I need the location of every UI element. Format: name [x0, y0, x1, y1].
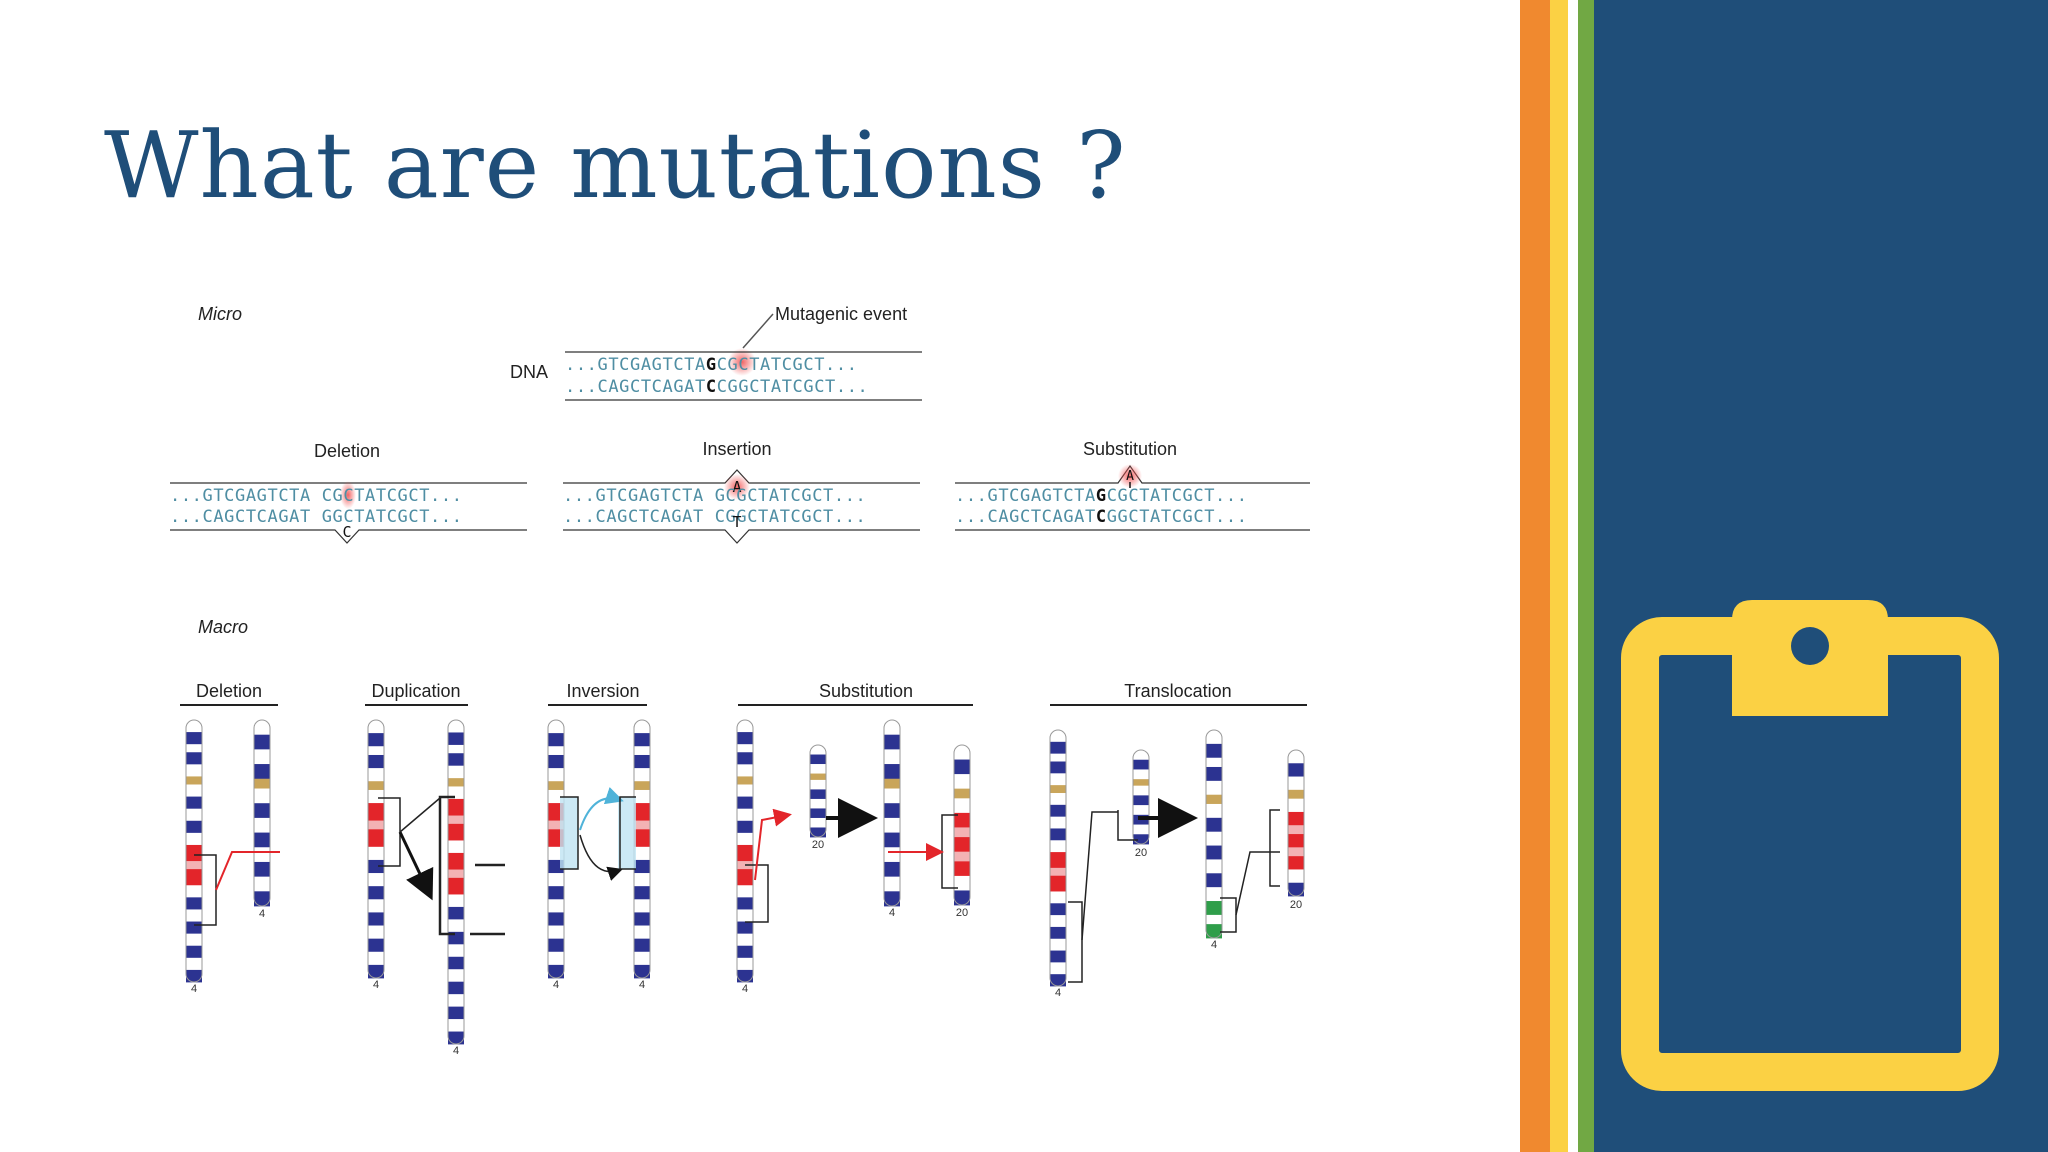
chr-label-sub-2: 20: [812, 839, 824, 851]
chromosome-layer: [185, 719, 1305, 1045]
deletion-red-connector: [215, 851, 280, 891]
chr-label-inv-2: 4: [639, 979, 645, 991]
substitution-red-connector: [754, 808, 792, 881]
chromosome-substitution-20: [809, 744, 827, 838]
micro-substitution-bottom: ...CAGCTCAGATCGGCTATCGCT...: [955, 507, 1248, 527]
stripe-green: [1578, 0, 1594, 1152]
micro-deletion-bottom-line: [170, 529, 527, 544]
chr-label-tra-3: 4: [1211, 939, 1217, 951]
micro-deletion-base: C: [342, 523, 351, 541]
micro-insertion-bottom-line: [563, 529, 920, 544]
stripe-white: [1568, 0, 1578, 1152]
chromosome-translocation-4: [1049, 729, 1067, 987]
chr-label-sub-4: 20: [956, 907, 968, 919]
micro-substitution-old-base: A: [1126, 469, 1134, 484]
chromosome-translocation-20-after: [1287, 749, 1305, 897]
micro-insertion-base-top: A: [732, 478, 741, 496]
macro-duplication-title: Duplication: [371, 681, 460, 701]
chromosome-substitution-4-after: [883, 719, 901, 907]
chr-label-sub-3: 4: [889, 907, 895, 919]
micro-deletion-title: Deletion: [314, 441, 380, 461]
substitution-glow: [1118, 464, 1142, 488]
chromosome-deletion-mutant: [253, 719, 271, 907]
dna-label: DNA: [510, 362, 548, 382]
mutagenic-event-pointer: [742, 313, 774, 349]
translocation-connector-left: [1081, 811, 1118, 941]
chr-label-inv-1: 4: [553, 979, 559, 991]
chr-label-del-2: 4: [259, 908, 265, 920]
chromosome-inversion-mutant: [633, 719, 651, 979]
inversion-arrow-top: [579, 787, 624, 831]
chromosome-substitution-4: [736, 719, 754, 983]
translocation-bracket-left: [1068, 901, 1083, 983]
macro-deletion-title: Deletion: [196, 681, 262, 701]
inversion-highlight: [560, 797, 578, 869]
chromosome-inversion-normal: [547, 719, 565, 979]
clipboard-hole: [1791, 627, 1829, 665]
translocation-connector-right: [1235, 851, 1280, 916]
micro-label: Micro: [198, 304, 242, 324]
chr-label-dup-1: 4: [373, 979, 379, 991]
chromosome-deletion-normal: [185, 719, 203, 983]
stripe-orange: [1520, 0, 1550, 1152]
micro-insertion-top: ...GTCGAGTCTA GCGCTATCGCT...: [563, 486, 866, 506]
inversion-highlight-target: [618, 797, 636, 869]
macro-inversion-title: Inversion: [566, 681, 639, 701]
chromosome-duplication-normal: [367, 719, 385, 979]
mutagenic-glow: [728, 348, 756, 376]
chr-label-dup-2: 4: [453, 1045, 459, 1057]
chr-label-tra-1: 4: [1055, 987, 1061, 999]
translocation-bracket-small: [1117, 810, 1138, 841]
macro-substitution-title: Substitution: [819, 681, 913, 701]
chromosome-substitution-20-after: [953, 744, 971, 906]
chr-label-tra-4: 20: [1290, 899, 1302, 911]
chr-label-del-1: 4: [191, 983, 197, 995]
stripe-yellow: [1550, 0, 1568, 1152]
micro-substitution-title: Substitution: [1083, 439, 1177, 459]
chr-label-tra-2: 20: [1135, 847, 1147, 859]
micro-insertion-title: Insertion: [702, 439, 771, 459]
inversion-bracket-left: [560, 796, 579, 870]
duplication-connector: [399, 797, 441, 833]
duplication-bracket-target: [438, 795, 505, 936]
mutagenic-event-label: Mutagenic event: [775, 304, 907, 324]
macro-label: Macro: [198, 617, 248, 637]
macro-translocation-title: Translocation: [1124, 681, 1231, 701]
micro-deletion-bottom: ...CAGCTCAGAT GGCTATCGCT...: [170, 507, 463, 527]
inversion-bracket-right: [619, 796, 636, 870]
inversion-arrow-bottom: [579, 834, 623, 881]
deletion-glow: [340, 481, 356, 509]
micro-deletion-top: ...GTCGAGTCTA CGCTATCGCT...: [170, 486, 463, 506]
slide-title: What are mutations ?: [104, 112, 1127, 219]
mutations-figure: Micro Mutagenic event DNA ...GTCGAGTCTAG…: [170, 304, 1310, 1057]
micro-insertion-bottom: ...CAGCTCAGAT CGGCTATCGCT...: [563, 507, 866, 527]
micro-insertion-base-bottom: T: [732, 513, 741, 531]
chromosome-translocation-4-after: [1205, 729, 1223, 939]
chr-label-sub-1: 4: [742, 983, 748, 995]
dna-strand-top: ...GTCGAGTCTAGCGCTATCGCT...: [565, 355, 858, 375]
chromosome-duplication-mutant: [447, 719, 465, 1045]
chromosome-translocation-20: [1132, 749, 1150, 845]
micro-substitution-top: ...GTCGAGTCTAGCGCTATCGCT...: [955, 486, 1248, 506]
duplication-arrow: [398, 831, 434, 901]
clipboard-icon: [1621, 600, 1999, 1091]
insertion-glow: [724, 474, 750, 500]
micro-insertion-top-line: [563, 469, 920, 484]
translocation-bracket-target: [1269, 809, 1280, 887]
dna-strand-bottom: ...CAGCTCAGATCCGGCTATCGCT...: [565, 377, 868, 397]
